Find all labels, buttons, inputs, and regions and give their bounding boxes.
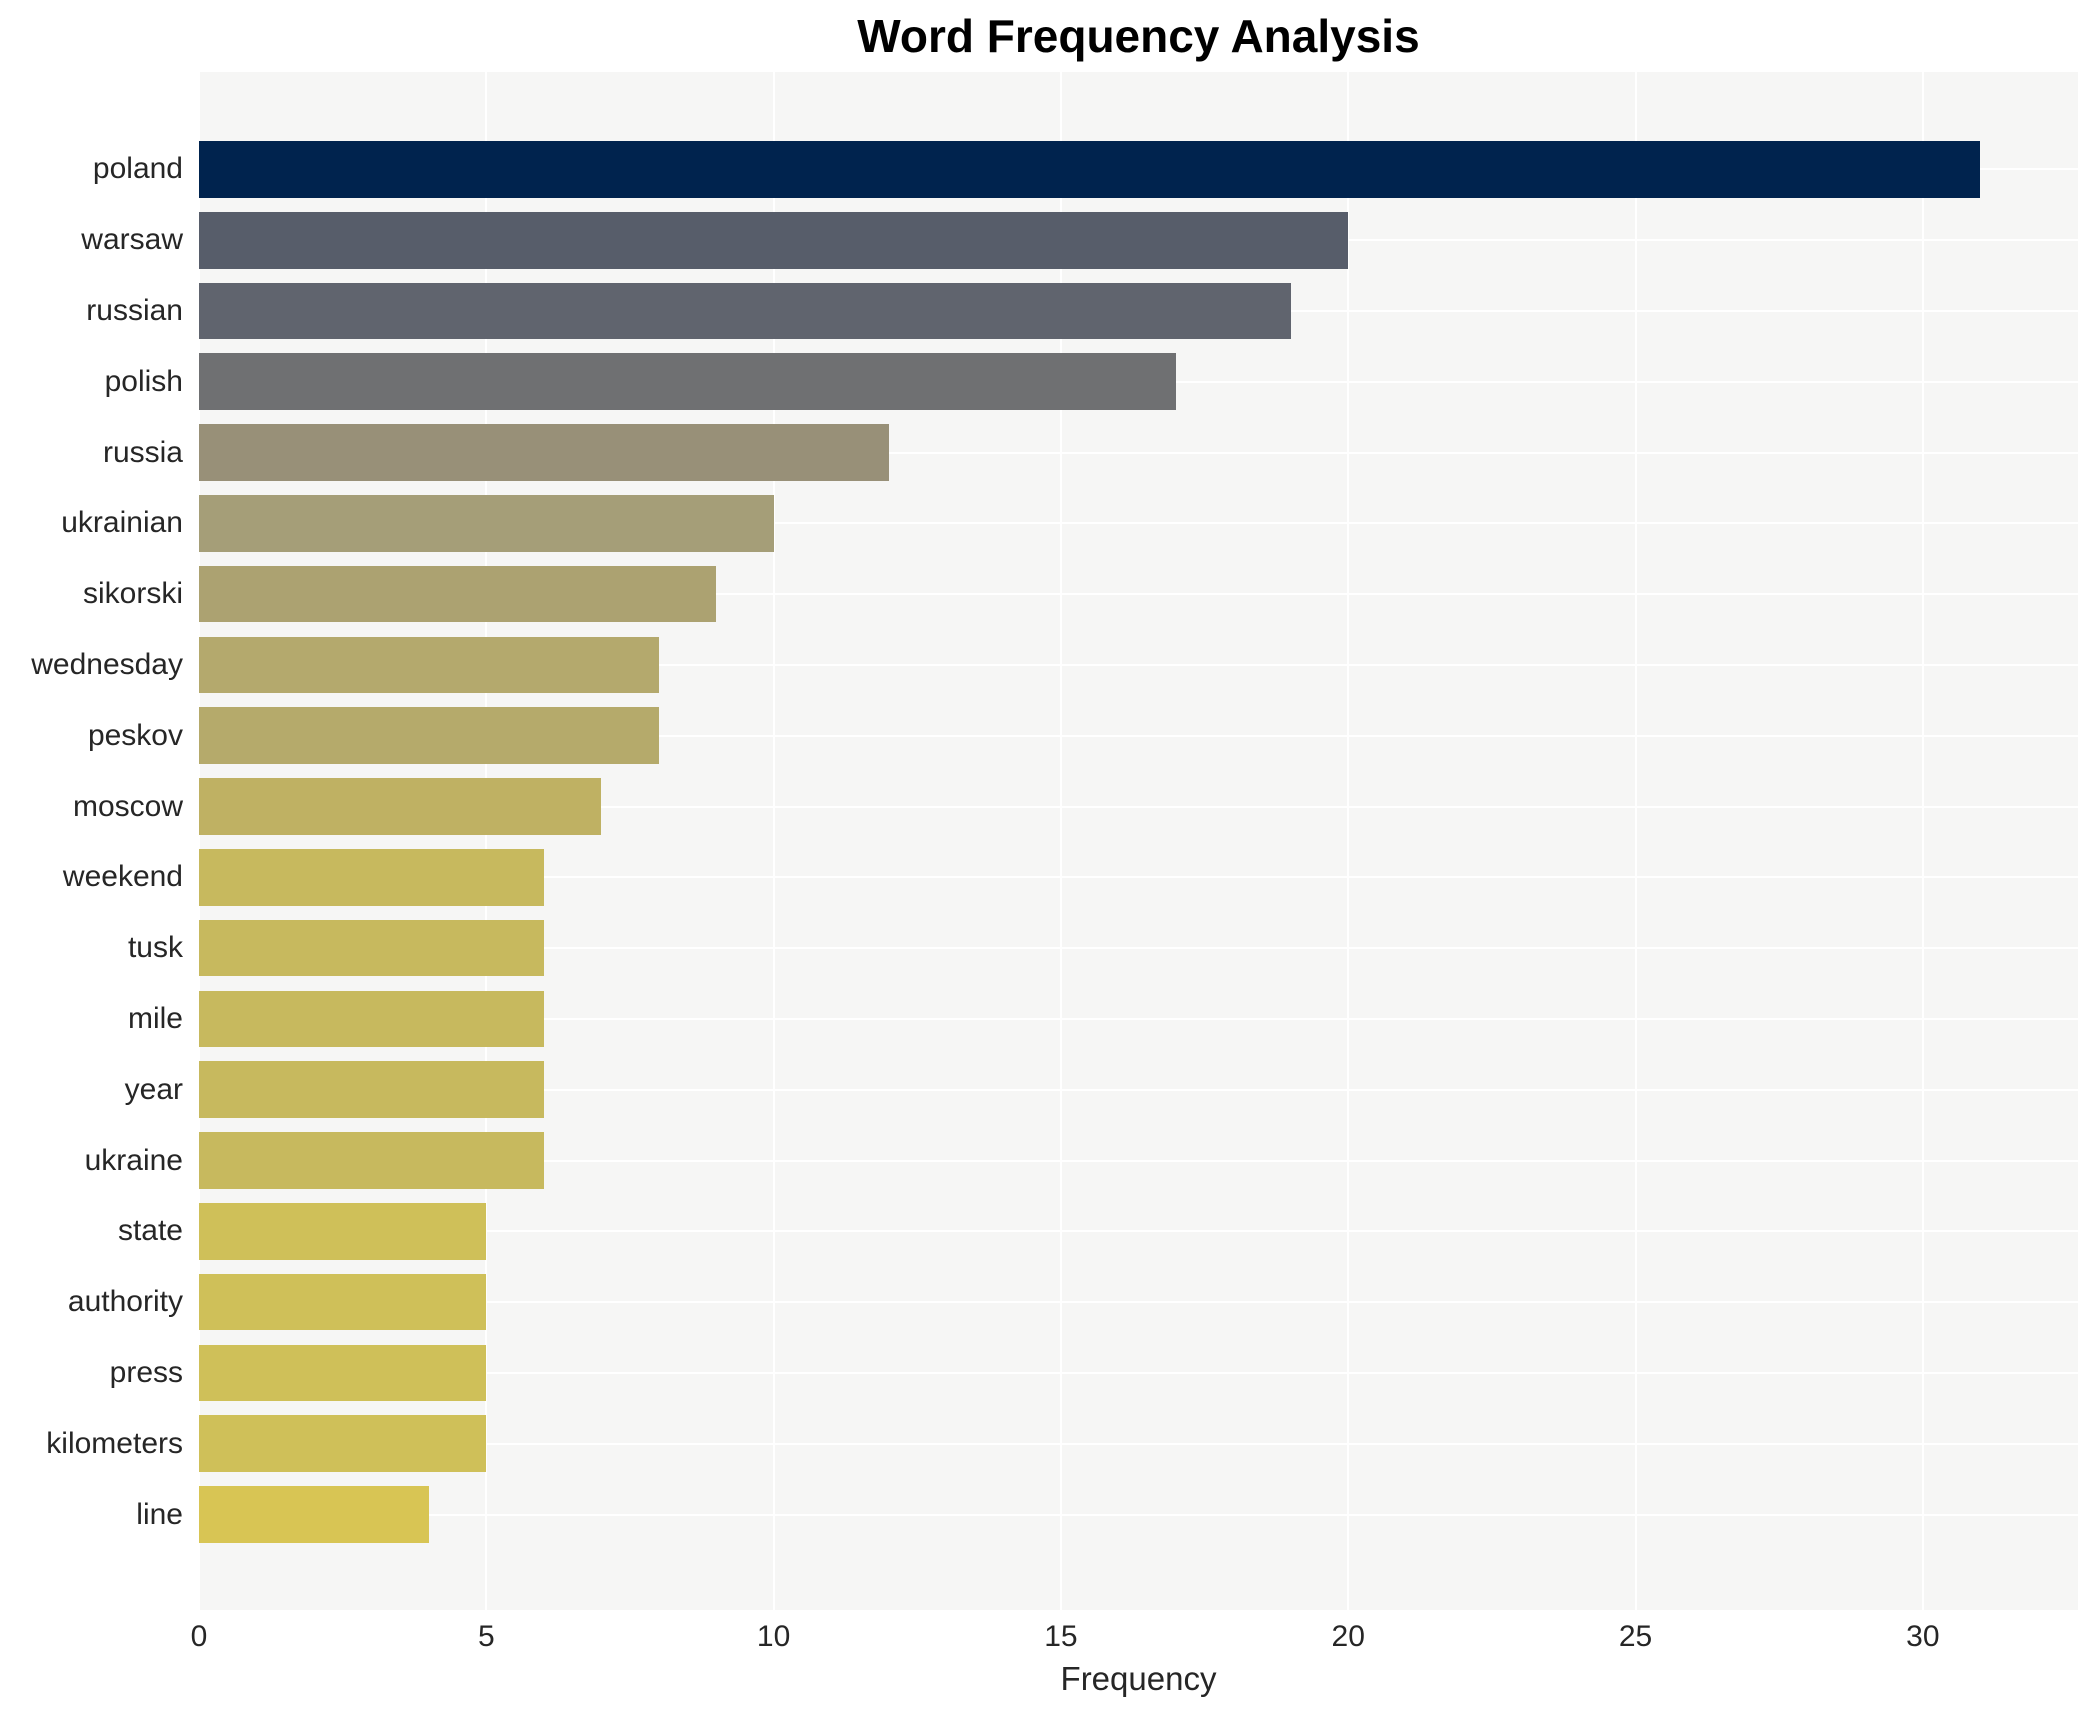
y-gridline	[199, 805, 2078, 808]
y-axis-labels: poland warsaw russian polish russia ukrainian…	[0, 72, 183, 1610]
x-gridline	[1921, 72, 1924, 1610]
x-gridline	[772, 72, 775, 1610]
y-gridline	[199, 451, 2078, 454]
y-tick-label: wednesday	[31, 647, 183, 681]
y-gridline	[199, 663, 2078, 666]
y-tick-label: russia	[102, 435, 183, 469]
bar-row	[199, 488, 2078, 559]
bar-row	[199, 984, 2078, 1055]
bar-row	[199, 1267, 2078, 1338]
x-tick-label: 5	[477, 1620, 495, 1653]
bar-ukrainian	[199, 495, 774, 552]
y-tick-label: tusk	[127, 931, 183, 965]
y-gridline	[199, 593, 2078, 596]
bar-row	[199, 1054, 2078, 1125]
x-gridline	[1347, 72, 1350, 1610]
y-tick-label: mile	[127, 1001, 183, 1035]
bar-warsaw	[199, 211, 1349, 269]
bar-line	[199, 1486, 429, 1543]
bar-row	[199, 913, 2078, 984]
x-gridline	[1059, 72, 1062, 1610]
bar-row	[199, 346, 2078, 417]
y-gridline	[199, 1230, 2078, 1233]
bar-weekend	[199, 849, 544, 906]
bar-wednesday	[199, 636, 659, 694]
bar-year	[199, 1061, 544, 1119]
x-gridlines	[198, 72, 2078, 1610]
x-gridline	[198, 72, 200, 1610]
x-tick-label: 0	[190, 1620, 208, 1653]
y-tick-label: polish	[104, 364, 183, 398]
bar-row	[199, 1338, 2078, 1409]
y-tick-label: russian	[86, 293, 183, 327]
y-tick-label: year	[124, 1072, 183, 1106]
y-gridline	[199, 1442, 2078, 1445]
bar-ukraine	[199, 1132, 544, 1189]
bar-row	[199, 276, 2078, 347]
bar-tusk	[199, 919, 544, 977]
y-gridline	[199, 1301, 2078, 1304]
bar-row	[199, 842, 2078, 913]
y-tick-label: kilometers	[46, 1426, 183, 1460]
x-tick-label: 30	[1906, 1620, 1940, 1653]
y-gridline	[199, 1371, 2078, 1374]
y-tick-label: ukrainian	[61, 506, 183, 540]
bar-press	[199, 1344, 487, 1402]
x-axis-ticks: 0 5 10 15 20 25 30	[191, 1620, 2078, 1658]
bars-container	[199, 72, 2078, 1610]
y-tick-label: state	[117, 1214, 183, 1248]
x-tick-label: 20	[1331, 1620, 1365, 1653]
y-gridline	[199, 1088, 2078, 1091]
y-gridline	[199, 876, 2078, 879]
plot-area	[198, 72, 2078, 1610]
bar-row	[199, 1125, 2078, 1196]
bar-row	[199, 417, 2078, 488]
bar-row	[199, 1408, 2078, 1479]
y-tick-label: sikorski	[82, 577, 183, 611]
x-gridline	[1634, 72, 1637, 1610]
y-tick-label: ukraine	[84, 1143, 183, 1177]
y-gridline	[199, 947, 2078, 950]
bar-russian	[199, 282, 1291, 340]
bar-row	[199, 1196, 2078, 1267]
y-tick-label: poland	[92, 152, 183, 186]
x-gridline	[485, 72, 488, 1610]
x-tick-label: 15	[1044, 1620, 1078, 1653]
y-gridline	[199, 734, 2078, 737]
y-tick-label: moscow	[72, 789, 183, 823]
bar-state	[199, 1203, 487, 1260]
bar-sikorski	[199, 565, 717, 623]
bar-russia	[199, 424, 889, 481]
y-tick-label: line	[136, 1497, 183, 1531]
bar-poland	[199, 141, 1981, 198]
bar-mile	[199, 990, 544, 1048]
y-gridline	[199, 1017, 2078, 1020]
bar-peskov	[199, 707, 659, 765]
bar-row	[199, 700, 2078, 771]
y-gridline	[199, 522, 2078, 525]
bar-authority	[199, 1273, 487, 1331]
bar-kilometers	[199, 1415, 487, 1473]
bar-row	[199, 771, 2078, 842]
bar-row	[199, 1479, 2078, 1550]
y-gridline	[199, 1159, 2078, 1162]
bar-row	[199, 134, 2078, 205]
bar-row	[199, 630, 2078, 701]
bar-polish	[199, 353, 1176, 411]
x-axis-title: Frequency	[1060, 1660, 1217, 1697]
x-tick-label: 10	[756, 1620, 791, 1653]
bar-moscow	[199, 778, 602, 835]
y-tick-label: peskov	[87, 718, 183, 752]
y-gridline	[199, 1513, 2078, 1516]
chart-title: Word Frequency Analysis	[857, 10, 1420, 62]
x-tick-label: 25	[1618, 1620, 1653, 1653]
y-tick-label: warsaw	[81, 223, 183, 257]
y-tick-label: press	[109, 1355, 183, 1389]
y-tick-label: authority	[67, 1285, 183, 1319]
bar-row	[199, 205, 2078, 276]
bar-row	[199, 559, 2078, 630]
y-tick-label: weekend	[62, 860, 183, 894]
